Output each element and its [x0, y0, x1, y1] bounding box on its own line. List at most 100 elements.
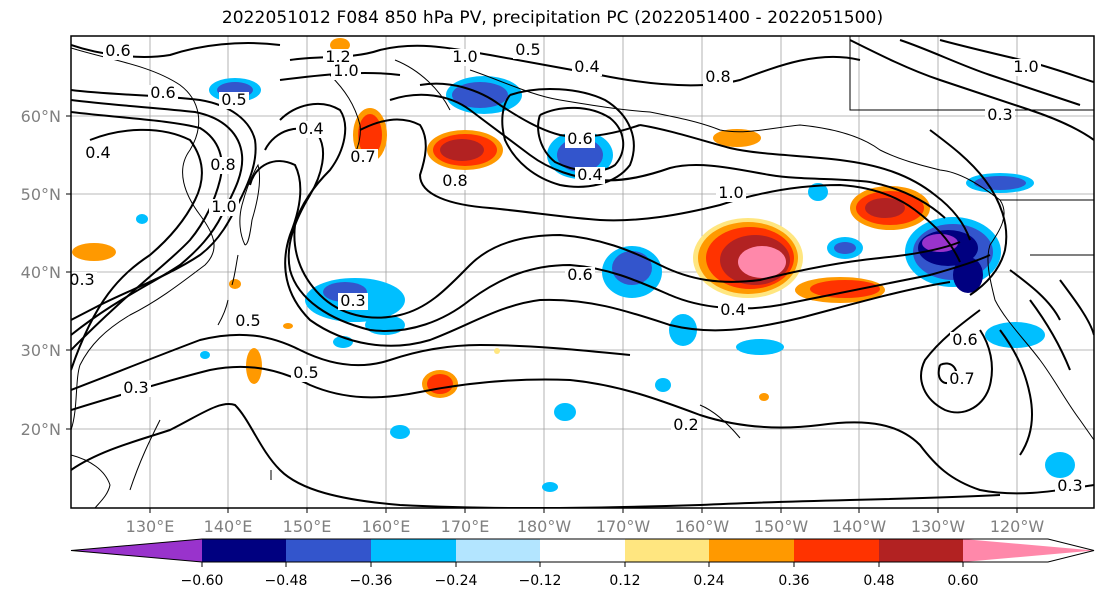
lon-tick-label: 140°E: [204, 517, 253, 536]
colorbar-swatch: [625, 539, 709, 562]
lon-tick-label: 150°W: [754, 517, 809, 536]
contour-label: 0.4: [577, 165, 602, 184]
colorbar-swatch: [71, 539, 202, 562]
contour-label-bg: [950, 332, 980, 349]
colorbar-swatch: [456, 539, 540, 562]
contour-label: 0.4: [574, 57, 599, 76]
contour-labels: 0.6 1.21.01.0 0.50.40.81.00.6 0.50.40.70.40…: [69, 40, 1085, 495]
map-content: 0.6 1.21.01.0 0.50.40.81.00.6 0.50.40.70.40…: [69, 36, 1094, 508]
lon-tick-label: 130°W: [911, 517, 966, 536]
contour-label-bg: [291, 365, 321, 382]
contour-label-bg: [83, 145, 113, 162]
lon-tick-label: 170°E: [441, 517, 490, 536]
contour-label-bg: [103, 43, 133, 60]
contour-label-bg: [440, 173, 470, 190]
lon-tick-label: 150°E: [283, 517, 332, 536]
contour-label: 1.0: [1013, 57, 1038, 76]
contour-label-bg: [209, 199, 239, 216]
lon-tick-label: 170°W: [596, 517, 651, 536]
contour-label: 0.6: [105, 41, 130, 60]
contour-label: 0.3: [340, 291, 365, 310]
contour-label: 0.4: [720, 300, 745, 319]
lat-tick-label: 40°N: [21, 263, 61, 282]
contour-label: 0.8: [705, 67, 730, 86]
contour-label: 0.6: [952, 330, 977, 349]
contour-label-bg: [148, 85, 178, 102]
contour-label: 0.5: [221, 90, 246, 109]
colorbar-tick-label: −0.24: [435, 573, 478, 589]
colorbar-tick-label: −0.36: [350, 573, 393, 589]
colorbar-tick-label: 0.12: [609, 573, 640, 589]
colorbar-swatch: [963, 539, 1094, 562]
contour-label-bg: [565, 131, 595, 148]
contour-label: 0.6: [567, 129, 592, 148]
lon-tick-label: 180°W: [517, 517, 572, 536]
colorbar-tick-label: 0.24: [693, 573, 724, 589]
contour-label-bg: [718, 302, 748, 319]
map-title: 2022051012 F084 850 hPa PV, precipitatio…: [221, 8, 884, 28]
contour-label: 1.0: [211, 197, 236, 216]
colorbar-swatch: [794, 539, 879, 562]
contour-label-bg: [208, 157, 238, 174]
contour-label: 0.4: [85, 143, 110, 162]
pv-contours: [71, 39, 1094, 508]
contour-label-bg: [1055, 478, 1085, 495]
positive-precip-anomalies: [72, 38, 930, 401]
contour-label: 0.7: [350, 147, 375, 166]
colorbar-tick-label: 0.36: [778, 573, 809, 589]
lat-tick-label: 50°N: [21, 185, 61, 204]
contour-label-bg: [947, 371, 977, 388]
contour-label: 0.6: [150, 83, 175, 102]
contour-label-bg: [513, 42, 543, 59]
contour-label-bg: [985, 107, 1015, 124]
contour-label-bg: [716, 185, 746, 202]
contour-label-bg: [338, 293, 368, 310]
contour-label: 1.0: [333, 61, 358, 80]
contour-label: 1.0: [452, 47, 477, 66]
contour-label-bg: [450, 49, 480, 66]
contour-label: 0.3: [69, 270, 94, 289]
lon-tick-label: 130°E: [126, 517, 175, 536]
contour-label: 0.2: [673, 415, 698, 434]
colorbar: −0.60 −0.48 −0.36 −0.24 −0.12 0.12 0.24 0.36 0.4…: [70, 538, 1095, 589]
colorbar-swatch: [202, 539, 286, 562]
colorbar-swatch: [709, 539, 794, 562]
colorbar-tick-label: −0.60: [181, 573, 224, 589]
colorbar-tick-label: 0.48: [863, 573, 894, 589]
contour-label-bg: [323, 49, 353, 66]
contour-label-bg: [575, 167, 605, 184]
contour-label-bg: [331, 63, 361, 80]
contour-label: 0.5: [515, 40, 540, 59]
axis-labels: 130°E 140°E 150°E 160°E 170°E 180°W 170°W 160°W…: [21, 107, 1045, 536]
contour-label-bg: [572, 59, 602, 76]
lon-tick-label: 160°W: [675, 517, 730, 536]
contour-label: 0.7: [949, 369, 974, 388]
contour-label-bg: [233, 313, 263, 330]
lat-tick-label: 30°N: [21, 341, 61, 360]
colorbar-swatch: [540, 539, 625, 562]
colorbar-tick-label: 0.60: [947, 573, 978, 589]
lon-tick-label: 160°E: [362, 517, 411, 536]
colorbar-tick-label: −0.48: [265, 573, 308, 589]
contour-label-bg: [703, 69, 733, 86]
contour-label: 0.3: [123, 378, 148, 397]
colorbar-tick-label: −0.12: [519, 573, 562, 589]
contour-label-bg: [121, 380, 151, 397]
colorbar-swatch: [371, 539, 456, 562]
contour-label-bg: [71, 272, 97, 289]
contour-label: 0.6: [567, 265, 592, 284]
contour-label: 1.0: [718, 183, 743, 202]
contour-label-bg: [296, 121, 326, 138]
lat-tick-label: 20°N: [21, 420, 61, 439]
contour-label-bg: [1011, 59, 1041, 76]
contour-label-bg: [565, 267, 595, 284]
colorbar-swatch: [286, 539, 371, 562]
colorbar-swatch: [879, 539, 963, 562]
contour-label: 0.8: [442, 171, 467, 190]
lon-tick-label: 120°W: [990, 517, 1045, 536]
contour-label: 0.5: [235, 311, 260, 330]
contour-label-bg: [219, 92, 249, 109]
contour-label: 0.4: [298, 119, 323, 138]
contour-label: 0.3: [1057, 476, 1082, 495]
